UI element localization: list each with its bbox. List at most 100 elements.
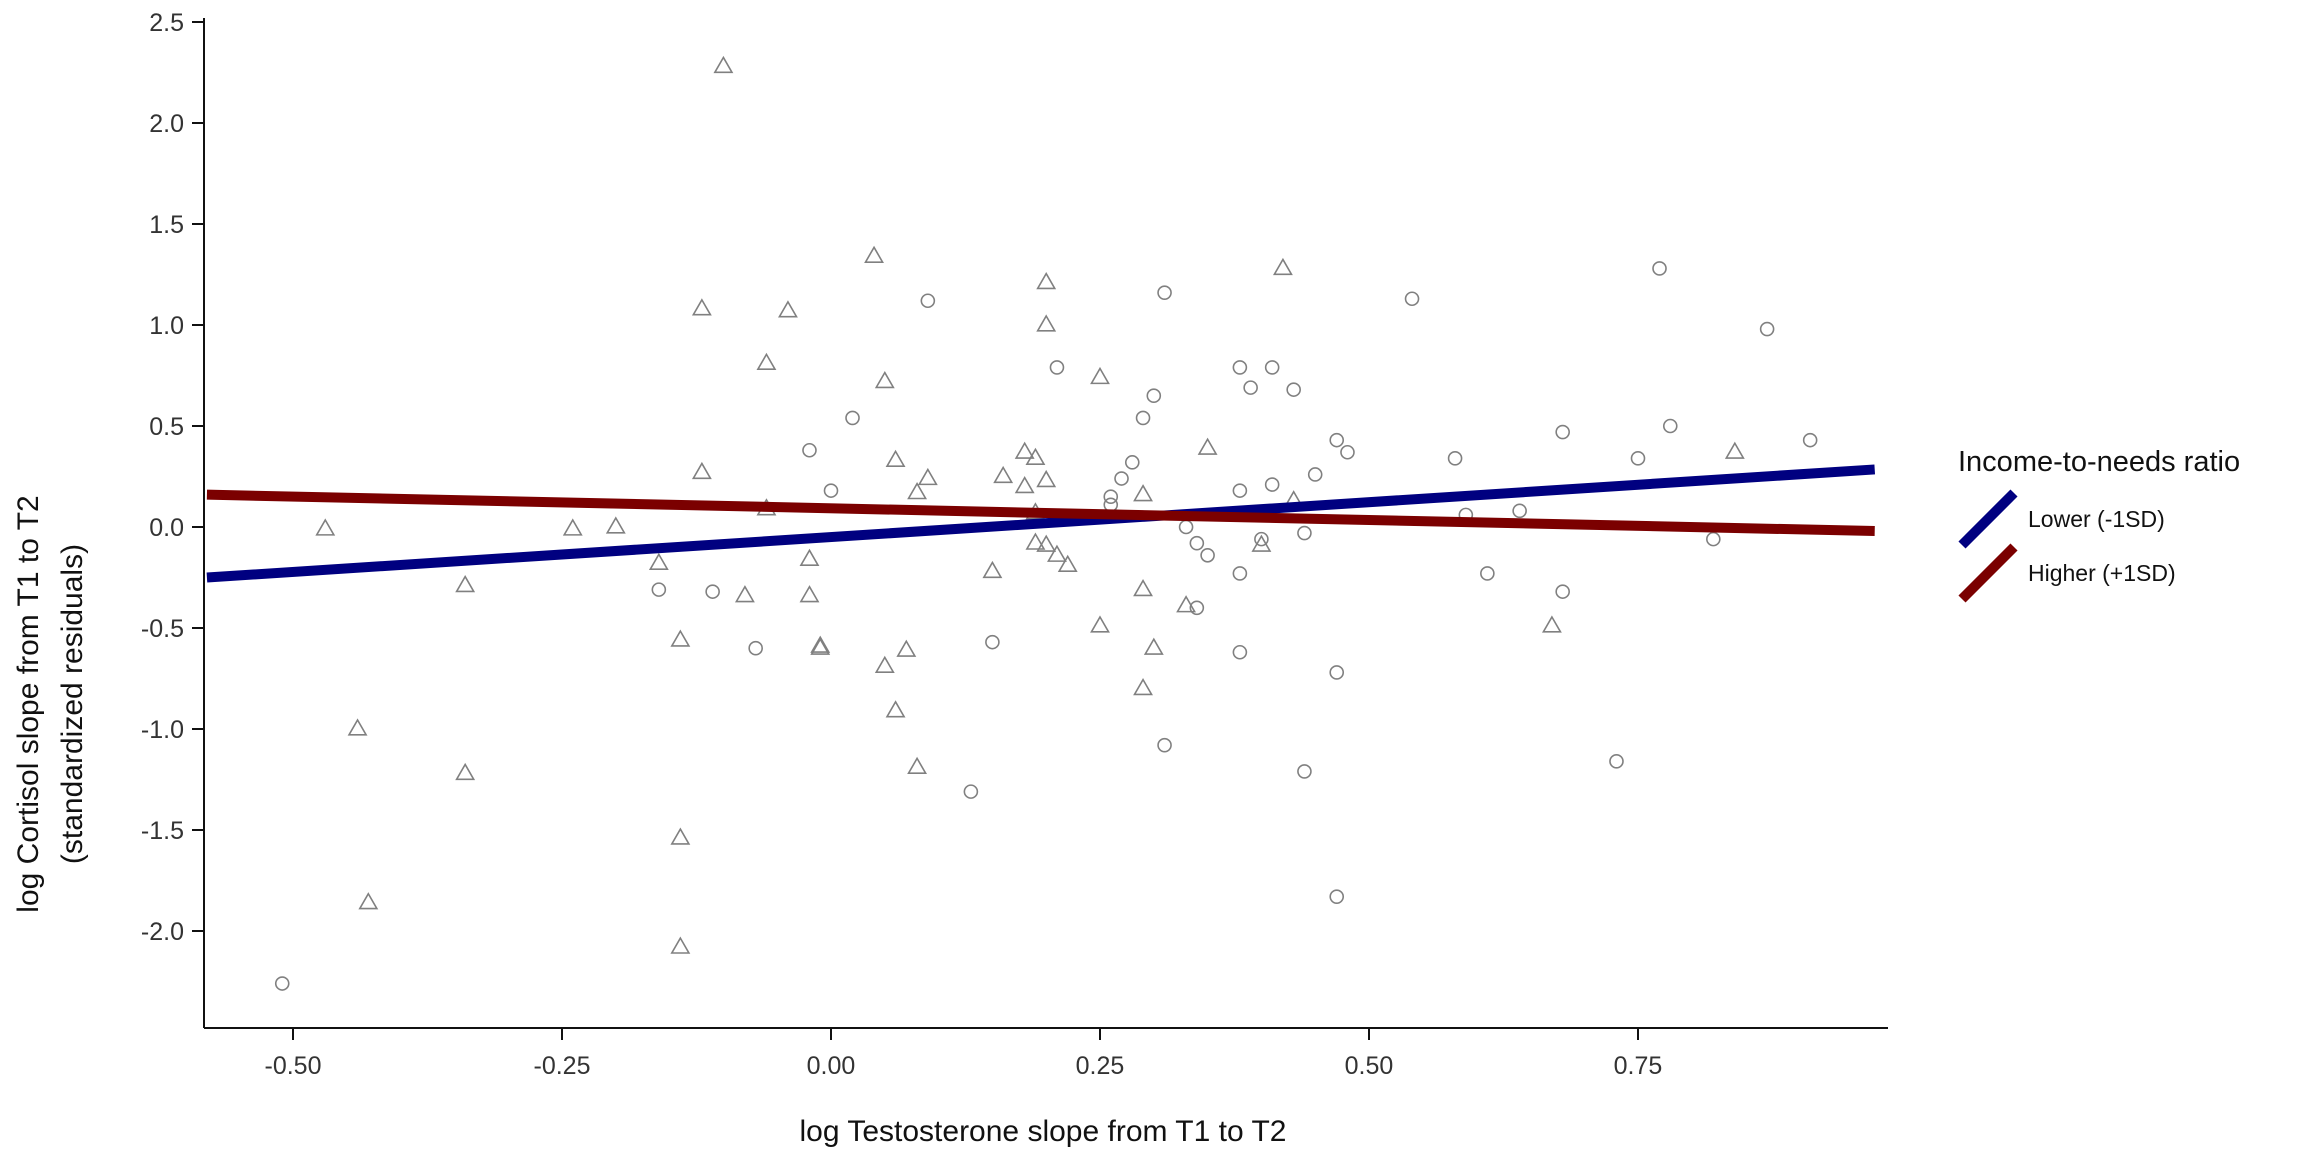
x-tick-label: 0.50 bbox=[1345, 1052, 1394, 1080]
triangle-point bbox=[1036, 534, 1057, 552]
x-tick-label: 0.25 bbox=[1076, 1052, 1125, 1080]
triangle-point bbox=[778, 300, 798, 318]
y-tick-label: 0.5 bbox=[149, 413, 184, 441]
x-tick-label: 0.75 bbox=[1614, 1052, 1663, 1080]
triangle-point bbox=[864, 245, 884, 263]
circle-point bbox=[1329, 665, 1345, 680]
circle-point bbox=[1264, 360, 1280, 375]
circle-point bbox=[1157, 285, 1172, 300]
fit-line-lower bbox=[206, 464, 1876, 583]
triangle-point bbox=[1047, 544, 1067, 562]
triangle-point bbox=[670, 629, 691, 647]
circle-point bbox=[1555, 584, 1570, 599]
y-axis-title-line-2: (standardized residuals) bbox=[56, 544, 89, 864]
circle-point bbox=[1662, 418, 1678, 434]
triangle-point bbox=[810, 635, 831, 653]
legend-swatch-higher bbox=[1958, 543, 2018, 603]
circle-point bbox=[1404, 291, 1420, 307]
circle-point bbox=[1232, 644, 1248, 660]
circle-point bbox=[1146, 388, 1162, 404]
triangle-point bbox=[1724, 441, 1745, 459]
legend: Income-to-needs ratio Lower (-1SD) Highe… bbox=[1958, 446, 2240, 603]
triangle-point bbox=[691, 298, 712, 316]
circle-point bbox=[1759, 321, 1775, 337]
y-axis-title: log Cortisol slope from T1 to T2 (standa… bbox=[12, 495, 89, 912]
circle-point bbox=[1135, 410, 1151, 426]
circle-point bbox=[1297, 525, 1312, 541]
circle-point bbox=[1124, 455, 1140, 470]
triangle-point bbox=[885, 449, 906, 467]
circle-point bbox=[1243, 380, 1258, 395]
points-layer bbox=[274, 55, 1818, 991]
triangle-point bbox=[1143, 637, 1164, 655]
x-axis-title: log Testosterone slope from T1 to T2 bbox=[800, 1115, 1287, 1148]
circle-point bbox=[1609, 754, 1624, 769]
triangle-point bbox=[1057, 554, 1078, 573]
legend-label-lower: Lower (-1SD) bbox=[2028, 506, 2165, 532]
triangle-point bbox=[605, 516, 626, 534]
circle-point bbox=[963, 784, 979, 799]
circle-point bbox=[1329, 889, 1345, 904]
triangle-point bbox=[799, 548, 820, 566]
circle-point bbox=[274, 976, 290, 991]
circle-point bbox=[1512, 503, 1527, 519]
triangle-point bbox=[670, 827, 691, 845]
triangle-point bbox=[1197, 437, 1218, 455]
circle-point bbox=[1652, 261, 1667, 276]
circle-point bbox=[845, 410, 860, 426]
triangle-point bbox=[917, 467, 938, 486]
triangle-point bbox=[455, 574, 476, 593]
triangle-point bbox=[1014, 441, 1035, 459]
triangle-point bbox=[907, 482, 928, 500]
circle-point bbox=[1307, 467, 1323, 482]
circle-point bbox=[802, 442, 817, 458]
triangle-point bbox=[455, 762, 476, 781]
triangle-point bbox=[1272, 257, 1293, 276]
triangle-point bbox=[1025, 447, 1046, 465]
triangle-point bbox=[1014, 475, 1035, 494]
circle-point bbox=[1340, 444, 1355, 460]
circle-point bbox=[1447, 451, 1463, 466]
y-tick-label: 2.0 bbox=[149, 110, 184, 138]
circle-point bbox=[1232, 566, 1248, 581]
y-tick-label: 1.5 bbox=[149, 211, 184, 239]
circle-point bbox=[1200, 547, 1215, 563]
circle-point bbox=[1555, 424, 1570, 440]
circle-point bbox=[1232, 483, 1248, 498]
circle-point bbox=[1706, 531, 1721, 547]
y-tick-label: 0.0 bbox=[149, 514, 184, 542]
circle-point bbox=[1232, 360, 1248, 375]
triangle-point bbox=[885, 700, 906, 718]
triangle-point bbox=[1133, 484, 1153, 502]
y-tick-label: -2.0 bbox=[141, 918, 184, 946]
y-tick-label: -1.5 bbox=[141, 817, 184, 845]
triangle-point bbox=[1176, 595, 1197, 613]
triangle-point bbox=[315, 518, 336, 536]
triangle-point bbox=[562, 518, 583, 536]
triangle-point bbox=[713, 55, 734, 74]
triangle-point bbox=[1036, 314, 1057, 332]
circle-point bbox=[1254, 531, 1269, 547]
circle-point bbox=[1103, 489, 1119, 505]
y-tick-label: -1.0 bbox=[141, 716, 184, 744]
circle-point bbox=[1297, 764, 1312, 779]
x-tick-label: 0.00 bbox=[807, 1052, 856, 1080]
triangle-point bbox=[896, 639, 917, 657]
circle-point bbox=[920, 293, 936, 309]
fit-line-higher bbox=[206, 489, 1875, 537]
legend-label-higher: Higher (+1SD) bbox=[2028, 560, 2176, 586]
legend-title: Income-to-needs ratio bbox=[1958, 446, 2240, 478]
axes-layer: -2.0 -1.5 -1.0 -0.5 0.0 0.5 1.0 1.5 2.0 2.5 -0.50 -… bbox=[141, 9, 1888, 1080]
circle-point bbox=[1114, 471, 1129, 486]
circle-point bbox=[1049, 360, 1065, 375]
triangle-point bbox=[907, 756, 928, 775]
circle-point bbox=[823, 483, 839, 498]
legend-swatch-lower bbox=[1958, 489, 2018, 549]
triangle-point bbox=[756, 352, 777, 371]
triangle-point bbox=[810, 637, 831, 655]
triangle-point bbox=[347, 718, 368, 736]
triangle-point bbox=[691, 461, 712, 480]
triangle-point bbox=[993, 465, 1014, 484]
triangle-point bbox=[1036, 469, 1057, 488]
